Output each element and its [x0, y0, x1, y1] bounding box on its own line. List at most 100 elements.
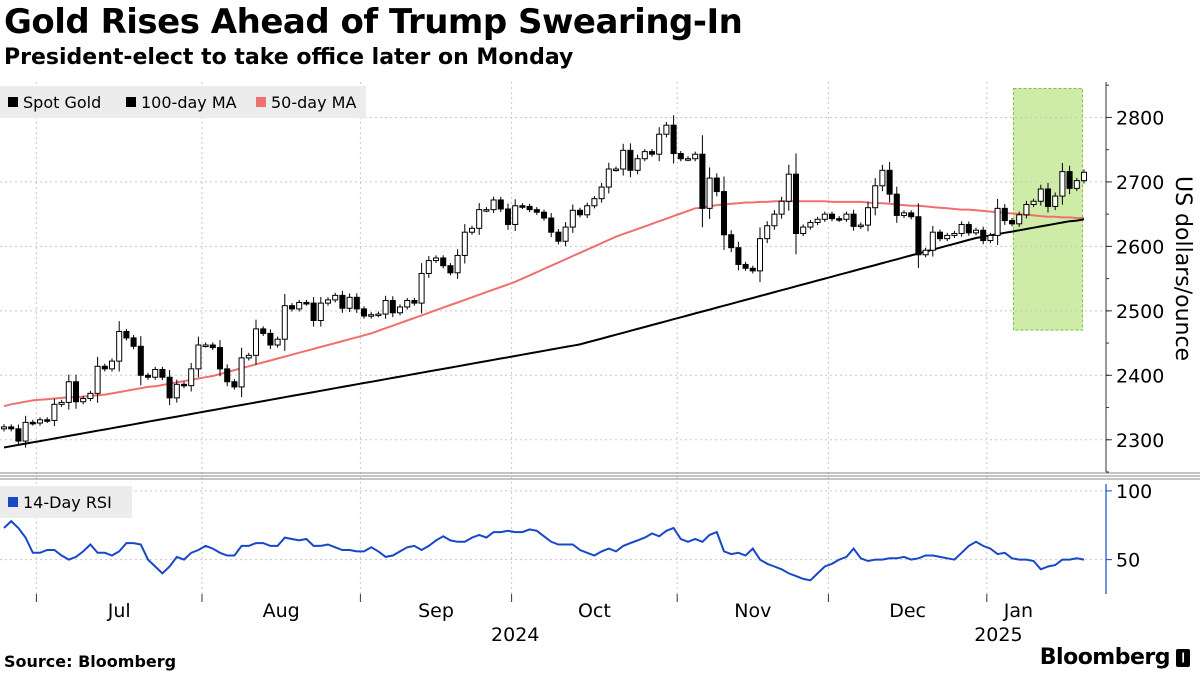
candle: [778, 196, 785, 219]
month-label: Jul: [107, 600, 131, 622]
candle: [843, 211, 850, 222]
candle-body: [58, 401, 65, 405]
candle: [756, 227, 764, 283]
candle: [706, 167, 713, 219]
candle-body: [202, 344, 209, 348]
candle-body: [843, 213, 850, 220]
candle-body: [468, 227, 476, 233]
legend-swatch: [8, 97, 18, 107]
candle: [339, 290, 346, 313]
brand-name: Bloomberg: [1039, 645, 1171, 670]
candle: [735, 241, 742, 271]
candle: [742, 261, 749, 271]
candle-body: [742, 263, 749, 269]
candle: [303, 299, 310, 306]
candle-body: [461, 231, 468, 256]
candle: [245, 352, 252, 361]
candle: [476, 203, 483, 235]
candle-body: [188, 368, 195, 387]
chart-title: Gold Rises Ahead of Trump Swearing-In: [4, 2, 743, 42]
ma50-line: [3, 200, 1084, 408]
candle: [1080, 169, 1088, 184]
candle: [195, 336, 202, 378]
candle: [490, 196, 497, 214]
candle: [411, 297, 418, 306]
candle-body: [116, 330, 123, 362]
candle-body: [101, 365, 108, 370]
candle-body: [1023, 203, 1030, 216]
candle: [368, 312, 375, 319]
candle-body: [1073, 180, 1080, 189]
candle: [965, 221, 972, 236]
candle: [152, 366, 159, 380]
source-note: Source: Bloomberg: [4, 652, 177, 671]
price-tick-label: 2300: [1116, 430, 1164, 452]
candle: [1037, 184, 1044, 206]
price-grid: [0, 82, 1106, 594]
candle: [519, 203, 526, 209]
candle: [123, 328, 130, 341]
candle: [447, 263, 454, 276]
candle-body: [267, 332, 274, 346]
candle-body: [1080, 171, 1088, 182]
candle: [260, 326, 267, 336]
candle-body: [360, 308, 368, 317]
candle-body: [166, 376, 173, 399]
candle-body: [447, 265, 454, 274]
candlesticks: [0, 115, 1088, 448]
candle-body: [454, 254, 461, 274]
candle: [879, 164, 886, 192]
candle-body: [0, 426, 8, 430]
candle-body: [771, 213, 778, 227]
candle-body: [692, 153, 699, 160]
candle: [29, 419, 36, 426]
legend: Spot Gold 100-day MA 50-day MA 14-Day RSI: [0, 86, 366, 518]
candle: [648, 149, 656, 157]
candle: [533, 207, 540, 215]
candle: [864, 201, 872, 232]
candle-body: [432, 257, 440, 262]
candle: [180, 381, 188, 389]
candle-body: [260, 328, 267, 334]
candle: [209, 342, 216, 351]
candle-body: [346, 296, 353, 309]
candle: [1023, 200, 1030, 219]
candle: [764, 221, 771, 244]
candle: [1066, 165, 1073, 195]
candle: [1030, 198, 1037, 208]
candle-body: [908, 212, 915, 218]
candle: [1059, 163, 1066, 205]
candle: [288, 303, 296, 312]
candle-body: [368, 314, 375, 317]
candle-body: [339, 294, 346, 309]
candle: [807, 219, 814, 230]
candle-body: [922, 249, 929, 256]
candle: [605, 162, 612, 194]
candle: [1073, 177, 1080, 192]
moving-averages: [3, 200, 1085, 449]
candle: [828, 211, 836, 222]
candle: [382, 295, 389, 319]
candle-body: [44, 419, 51, 422]
candle: [0, 424, 8, 432]
candle-body: [15, 428, 22, 442]
rsi-tick-label: 50: [1116, 550, 1140, 572]
candle-body: [555, 231, 562, 242]
candle-body: [36, 419, 44, 424]
candle-body: [490, 199, 497, 211]
candle-body: [1008, 220, 1016, 225]
candle: [958, 221, 965, 237]
candle: [929, 225, 936, 257]
candle: [562, 222, 569, 247]
candle: [620, 143, 627, 176]
candle-body: [684, 158, 692, 161]
candle: [728, 230, 735, 253]
candle-body: [404, 300, 411, 308]
candle: [987, 232, 994, 244]
legend-label: 50-day MA: [271, 93, 356, 112]
price-legend-box: [0, 86, 366, 118]
candle: [360, 306, 368, 319]
candle: [440, 255, 447, 269]
candle-body: [504, 208, 512, 225]
month-label: Jan: [1003, 600, 1033, 622]
